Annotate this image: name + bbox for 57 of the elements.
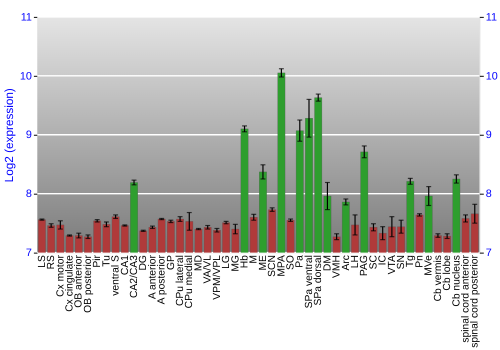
x-tick-label: ME — [258, 254, 269, 271]
y-tick-label: 11 — [20, 11, 32, 24]
y2-tick-label: 7 — [486, 247, 492, 260]
x-tick-label: SN — [396, 255, 408, 270]
x-tick-label: ventral S — [110, 254, 122, 296]
y-tick-label: 8 — [26, 188, 32, 200]
x-tick-label: VA/VL — [202, 254, 214, 284]
x-tick-label: spinal cord posterior — [470, 254, 481, 348]
y2-tick-label: 8 — [486, 188, 492, 200]
y-tick-label: 7 — [26, 247, 32, 260]
x-tick-label: M — [248, 255, 260, 264]
y2-tick-label: 9 — [486, 129, 492, 142]
x-tick-label: VTA — [386, 254, 398, 274]
x-tick-label: SPa ventral — [304, 255, 315, 308]
y2-tick-label: 11 — [486, 11, 497, 24]
x-tick-label: spinal cord anterior — [460, 254, 472, 343]
x-tick-label: MG — [230, 255, 242, 272]
x-tick-label: Pa — [294, 254, 306, 268]
x-tick-label: DM — [322, 255, 334, 272]
x-tick-label: SC — [368, 254, 380, 270]
x-tick-label: Arc — [340, 255, 352, 271]
x-tick-label: VMH — [332, 255, 343, 278]
x-tick-label: Cx motor — [55, 254, 66, 297]
x-tick-label: Pn — [414, 254, 426, 268]
x-tick-label: LS — [36, 254, 48, 268]
y-tick-label: 9 — [26, 129, 32, 142]
x-tick-label: Cb nucleus — [451, 255, 462, 307]
x-tick-label: OB posterior — [82, 254, 94, 313]
x-tick-label: CA1 — [120, 254, 131, 276]
x-tick-label: MPA — [276, 254, 288, 277]
x-tick-label: Pir — [92, 254, 104, 268]
x-tick-label: MVe — [424, 254, 435, 276]
x-tick-label: Tg — [405, 254, 416, 268]
x-tick-label: OB anterior — [74, 254, 85, 308]
x-tick-label: VPM/VPL — [212, 254, 223, 300]
x-tick-label: SPa dorsal — [313, 255, 324, 306]
y-axis-title: Log2 (expression) — [3, 88, 16, 182]
x-tick-label: Tu — [101, 254, 112, 267]
y2-tick-label: 10 — [486, 70, 498, 82]
x-tick-label: CPu medial — [184, 255, 196, 308]
y-tick-label: 10 — [20, 70, 32, 82]
x-tick-label: CA2/CA3 — [128, 254, 140, 298]
x-tick-label: Hb — [239, 254, 250, 268]
x-tick-label: GP — [166, 254, 177, 270]
x-tick-label: A posterior — [156, 254, 168, 304]
x-tick-label: LH — [350, 255, 361, 268]
x-tick-label: LG — [221, 255, 232, 269]
x-tick-label: RS — [46, 254, 58, 270]
x-tick-label: Cb lobe — [442, 254, 454, 291]
x-tick-label: PAG — [359, 255, 370, 276]
x-tick-label: A anterior — [147, 254, 158, 300]
x-tick-label: IC — [378, 254, 389, 266]
x-tick-label: SCN — [267, 255, 278, 277]
x-tick-label: MD — [193, 255, 204, 272]
x-tick-label: DG — [138, 255, 150, 271]
x-tick-label: Cb vermis — [432, 255, 444, 302]
x-tick-label: SO — [286, 255, 297, 270]
